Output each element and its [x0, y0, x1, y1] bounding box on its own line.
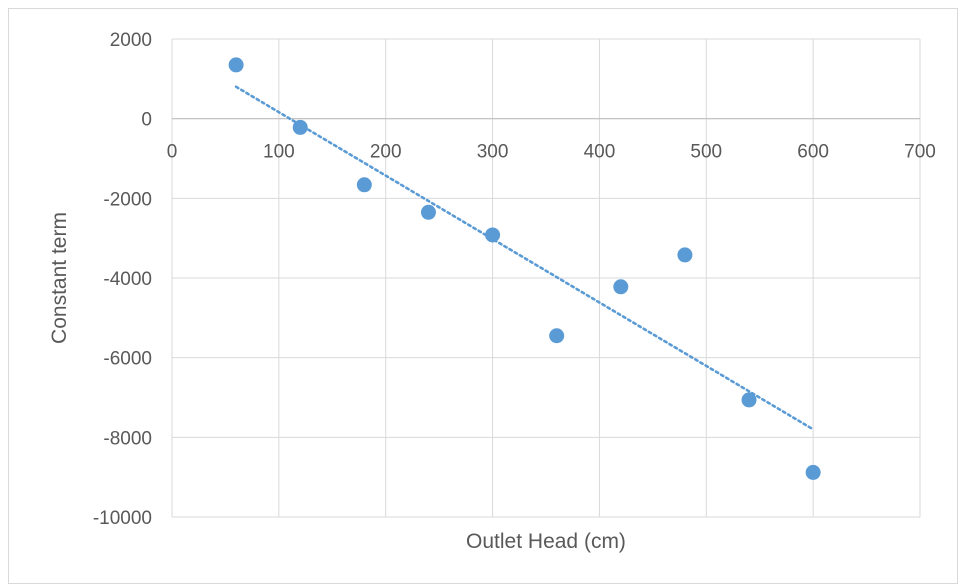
- data-point: [292, 119, 308, 135]
- data-point: [613, 279, 629, 295]
- y-tick-label: -6000: [103, 349, 152, 370]
- y-tick-label: -10000: [93, 508, 152, 529]
- x-tick-label: 0: [167, 142, 178, 163]
- data-point: [228, 57, 244, 73]
- data-points: [228, 57, 821, 480]
- data-point: [805, 464, 821, 480]
- gridlines: [171, 38, 921, 518]
- x-tick-label: 400: [584, 142, 616, 163]
- x-tick-label: 600: [797, 142, 829, 163]
- data-point: [356, 177, 372, 193]
- y-tick-label: -8000: [103, 428, 152, 449]
- trendline-group: [234, 85, 815, 431]
- y-tick-labels: 2000 0 -2000 -4000 -6000 -8000 -10000: [93, 30, 152, 529]
- x-tick-label: 200: [370, 142, 402, 163]
- trendline: [234, 85, 815, 431]
- y-tick-label: -4000: [103, 269, 152, 290]
- x-tick-label: 700: [904, 142, 936, 163]
- x-tick-label: 100: [263, 142, 295, 163]
- x-tick-label: 300: [477, 142, 509, 163]
- x-tick-label: 500: [690, 142, 722, 163]
- data-point: [677, 247, 693, 263]
- chart-frame: [8, 8, 958, 584]
- data-point: [549, 328, 565, 344]
- x-tick-labels: 0 100 200 300 400 500 600 700: [167, 142, 936, 163]
- y-tick-label: 0: [141, 110, 152, 131]
- y-tick-label: -2000: [103, 189, 152, 210]
- x-axis-title: Outlet Head (cm): [466, 530, 626, 553]
- y-tick-label: 2000: [110, 30, 152, 51]
- y-axis-title: Constant term: [48, 212, 71, 344]
- data-point: [420, 204, 436, 220]
- data-point: [485, 227, 501, 243]
- data-point: [741, 392, 757, 408]
